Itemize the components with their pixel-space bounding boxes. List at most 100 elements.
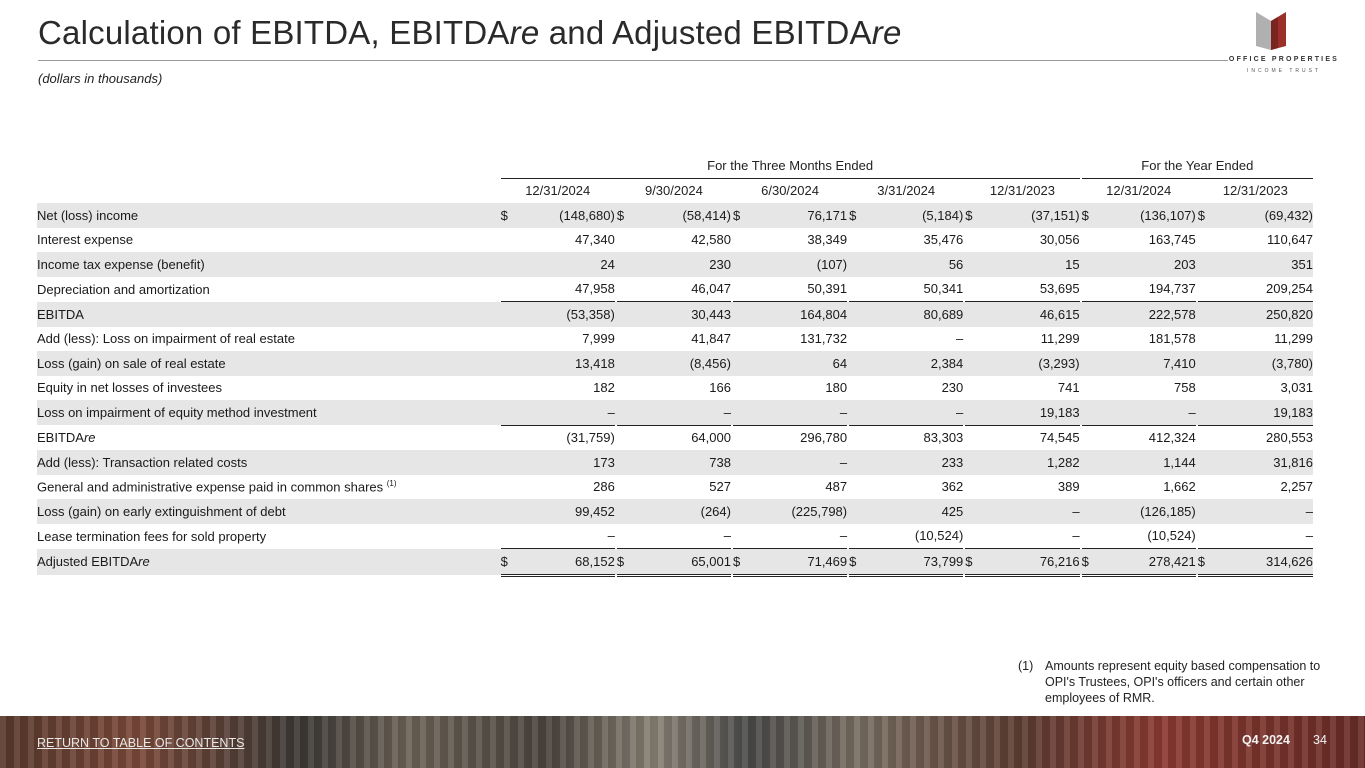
currency-cell xyxy=(616,400,631,425)
column-gap xyxy=(614,548,617,575)
value-cell: 412,324 xyxy=(1095,424,1196,450)
row-label: General and administrative expense paid … xyxy=(37,475,501,500)
row-label-text: Equity in net losses of investees xyxy=(37,380,222,396)
currency-cell xyxy=(965,450,980,475)
currency-cell: $ xyxy=(1081,548,1096,577)
quarter-label: Q4 2024 xyxy=(1242,733,1290,747)
currency-cell xyxy=(1081,252,1096,277)
column-gap xyxy=(963,548,966,575)
column-gap xyxy=(614,203,617,228)
currency-cell xyxy=(849,524,863,549)
currency-cell xyxy=(732,351,747,376)
currency-cell xyxy=(617,475,631,500)
value-cell: 7,999 xyxy=(582,331,615,347)
currency-cell xyxy=(965,475,979,500)
table-row: EBITDAre (31,759) 64,000 296,780 83,303 74,54… xyxy=(37,424,1313,450)
column-gap xyxy=(963,450,966,475)
column-gap xyxy=(1079,203,1082,228)
row-label-text: General and administrative expense paid … xyxy=(37,479,384,495)
currency-cell xyxy=(732,450,747,475)
logo-name: OFFICE PROPERTIES xyxy=(1228,56,1340,63)
value-cell: – xyxy=(979,499,1080,524)
return-to-toc-link[interactable]: RETURN TO TABLE OF CONTENTS xyxy=(37,736,245,750)
value-cell: 181,578 xyxy=(1148,331,1196,347)
currency-cell xyxy=(965,252,980,277)
table-row: Loss (gain) on sale of real estate 13,418… xyxy=(37,351,1313,376)
currency-cell xyxy=(500,351,515,376)
value-cell: – xyxy=(746,450,848,475)
currency-cell xyxy=(1081,499,1096,524)
table-row: Net (loss) income $ (148,680) $ (58,414) $76,… xyxy=(37,203,1313,228)
currency-cell: $ xyxy=(500,548,515,577)
value-cell: 166 xyxy=(709,380,731,396)
value-cell: – xyxy=(514,400,615,425)
row-label: Equity in net losses of investees xyxy=(37,376,501,401)
currency-cell xyxy=(501,475,515,500)
value-cell: 41,847 xyxy=(691,331,731,347)
currency-cell xyxy=(617,376,631,401)
column-gap xyxy=(614,252,617,277)
row-label: EBITDA xyxy=(37,301,501,327)
currency-cell xyxy=(849,450,864,475)
value-cell: (148,680) xyxy=(514,203,615,228)
column-gap xyxy=(1195,548,1198,575)
value-cell: 163,745 xyxy=(1148,232,1196,248)
column-gap xyxy=(963,301,966,327)
currency-cell xyxy=(501,327,515,352)
row-label-text: Add (less): Transaction related costs xyxy=(37,454,248,470)
currency-cell xyxy=(1198,228,1212,253)
value-cell: – xyxy=(1211,499,1313,524)
units-subtitle: (dollars in thousands) xyxy=(38,71,163,86)
value-cell: 286 xyxy=(593,479,615,495)
column-gap xyxy=(847,252,850,277)
value-cell: 76,216 xyxy=(979,548,1080,577)
currency-cell xyxy=(617,524,631,549)
currency-cell xyxy=(732,252,747,277)
value-cell: 738 xyxy=(630,450,731,475)
currency-cell xyxy=(1082,327,1096,352)
value-cell: 73,799 xyxy=(863,548,964,577)
value-cell: 46,047 xyxy=(691,281,731,297)
row-label: Lease termination fees for sold property xyxy=(37,524,501,549)
value-cell: 173 xyxy=(514,450,615,475)
currency-cell: $ xyxy=(849,203,864,228)
currency-cell xyxy=(501,524,515,549)
logo-tagline: INCOME TRUST xyxy=(1247,68,1321,74)
currency-cell xyxy=(965,351,980,376)
currency-cell xyxy=(849,277,863,302)
value-cell: 53,695 xyxy=(1039,281,1080,297)
value-cell: 11,299 xyxy=(1040,331,1080,347)
column-gap xyxy=(847,548,850,575)
currency-cell xyxy=(1197,400,1212,425)
value-cell: 99,452 xyxy=(514,499,615,524)
value-cell: 296,780 xyxy=(746,424,848,450)
value-cell: 46,615 xyxy=(979,301,1080,327)
row-label: Loss (gain) on early extinguishment of d… xyxy=(37,499,501,524)
column-gap xyxy=(1079,351,1082,376)
currency-cell xyxy=(500,450,515,475)
value-cell: – xyxy=(607,528,615,544)
currency-cell xyxy=(733,524,747,549)
table-row: EBITDA (53,358) 30,443 164,804 80,689 46,615 2… xyxy=(37,301,1313,327)
column-gap xyxy=(1079,499,1082,524)
value-cell: – xyxy=(723,528,731,544)
value-cell: (10,524) xyxy=(1147,528,1196,544)
ebitda-table: For the Three Months Ended For the Year … xyxy=(37,153,1313,577)
row-label-header xyxy=(37,178,501,203)
value-cell: 131,732 xyxy=(800,331,848,347)
row-label-text: Loss (gain) on early extinguishment of d… xyxy=(37,503,286,519)
column-gap xyxy=(1079,548,1082,575)
row-label: Loss (gain) on sale of real estate xyxy=(37,351,501,376)
currency-cell xyxy=(1081,424,1096,450)
currency-cell xyxy=(965,424,980,450)
column-header: 12/31/2023 xyxy=(1197,177,1313,203)
logo-mark-icon xyxy=(1256,12,1286,50)
value-cell: – xyxy=(746,400,848,425)
currency-cell: $ xyxy=(965,203,980,228)
value-cell: 35,476 xyxy=(923,232,964,248)
row-label-text: Depreciation and amortization xyxy=(37,281,210,297)
value-cell: 68,152 xyxy=(514,548,615,577)
table-row: General and administrative expense paid … xyxy=(37,475,1313,500)
currency-cell: $ xyxy=(616,203,631,228)
table-row: Adjusted EBITDAre $68,152 $65,001 $71,469 $7… xyxy=(37,548,1313,577)
